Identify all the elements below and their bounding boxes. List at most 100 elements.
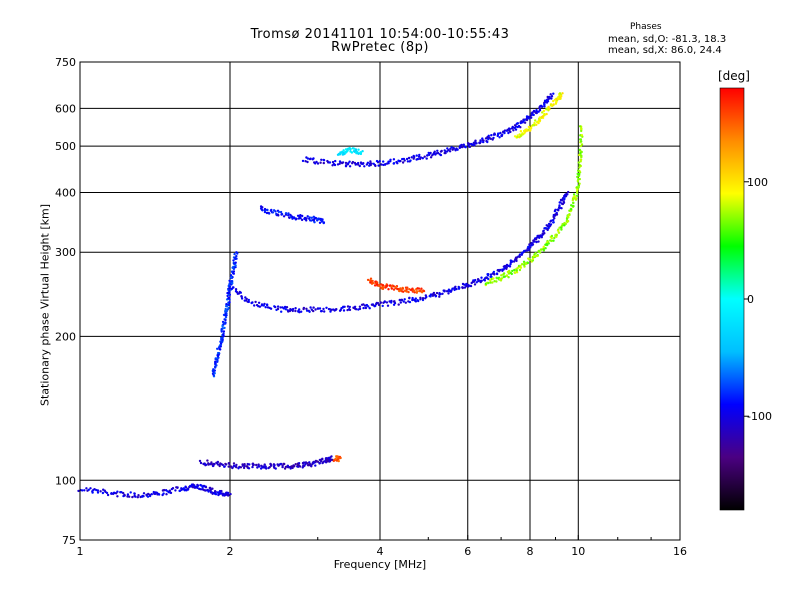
data-point: [356, 161, 360, 165]
data-point: [483, 279, 487, 282]
data-point: [407, 156, 411, 160]
data-point: [342, 149, 345, 152]
scatter-points: [77, 92, 584, 499]
data-point: [223, 318, 226, 321]
data-point: [403, 298, 406, 301]
data-point: [540, 115, 544, 119]
data-point: [387, 288, 390, 291]
data-point: [162, 488, 166, 492]
data-point: [422, 289, 426, 293]
data-point: [436, 151, 440, 155]
data-point: [196, 484, 199, 487]
data-point: [416, 157, 420, 161]
data-point: [421, 298, 425, 302]
data-point: [372, 162, 375, 165]
data-point: [193, 484, 196, 488]
data-point: [508, 127, 511, 131]
data-point: [580, 127, 583, 131]
data-point: [490, 134, 493, 137]
data-point: [509, 271, 513, 275]
data-point: [527, 125, 531, 129]
data-point: [534, 252, 537, 255]
data-point: [231, 282, 234, 285]
data-point: [579, 154, 583, 157]
data-point: [547, 222, 551, 226]
data-point: [382, 286, 385, 289]
data-point: [322, 159, 326, 162]
data-point: [322, 221, 326, 224]
data-point: [565, 192, 568, 196]
data-point: [304, 160, 307, 163]
data-point: [507, 131, 510, 135]
data-point: [277, 463, 280, 466]
data-point: [417, 155, 421, 158]
data-point: [490, 275, 493, 278]
data-point: [378, 159, 381, 163]
data-point: [304, 461, 308, 464]
data-point: [224, 462, 227, 466]
data-point: [402, 300, 405, 303]
data-point: [321, 219, 324, 222]
data-point: [539, 104, 543, 108]
data-point: [361, 150, 364, 153]
y-axis-label: Stationary phase Virtual Height [km]: [38, 203, 52, 407]
data-point: [358, 164, 361, 168]
data-point: [408, 296, 411, 299]
chart-title: Tromsø 20141101 10:54:00-10:55:43: [250, 27, 510, 42]
data-point: [450, 146, 453, 149]
data-point: [316, 162, 320, 165]
data-point: [532, 239, 535, 242]
data-point: [122, 491, 125, 495]
data-point: [305, 307, 308, 310]
data-point: [178, 489, 181, 493]
data-point: [222, 321, 226, 324]
data-point: [568, 213, 571, 216]
data-point: [375, 283, 379, 286]
data-point: [491, 138, 494, 141]
data-point: [254, 300, 257, 304]
data-point: [576, 188, 579, 191]
data-point: [558, 92, 562, 95]
data-point: [412, 154, 415, 158]
data-point: [300, 218, 304, 222]
data-point: [406, 160, 410, 163]
data-point: [519, 121, 522, 125]
data-point: [510, 259, 513, 263]
data-point: [463, 286, 467, 289]
data-point: [520, 263, 524, 266]
y-axis-ticks: 75 100 200 300 400 500 600 750: [55, 56, 76, 547]
data-point: [199, 461, 203, 465]
data-point: [340, 161, 344, 165]
data-point: [434, 295, 437, 298]
data-point: [435, 291, 439, 295]
data-point: [331, 160, 335, 164]
data-point: [439, 150, 443, 153]
data-point: [251, 465, 254, 469]
data-point: [348, 305, 351, 309]
data-point: [312, 309, 315, 313]
data-point: [348, 308, 352, 312]
data-point: [133, 492, 136, 495]
data-point: [230, 280, 233, 283]
data-point: [239, 291, 242, 294]
data-point: [474, 139, 477, 142]
data-point: [464, 146, 467, 149]
data-point: [318, 461, 321, 465]
data-point: [507, 272, 511, 275]
data-point: [375, 159, 379, 163]
y-tick-label: 600: [55, 102, 76, 115]
data-point: [402, 290, 405, 293]
data-point: [572, 201, 575, 205]
data-point: [354, 163, 357, 166]
data-point: [513, 268, 516, 272]
data-point: [284, 212, 288, 215]
data-point: [575, 194, 579, 197]
data-point: [580, 129, 583, 133]
data-point: [517, 124, 521, 128]
data-point: [396, 162, 399, 165]
colorbar-tick-label: 100: [747, 176, 768, 189]
data-point: [271, 211, 275, 214]
data-point: [547, 105, 550, 109]
data-point: [491, 281, 494, 284]
data-point: [344, 148, 348, 151]
